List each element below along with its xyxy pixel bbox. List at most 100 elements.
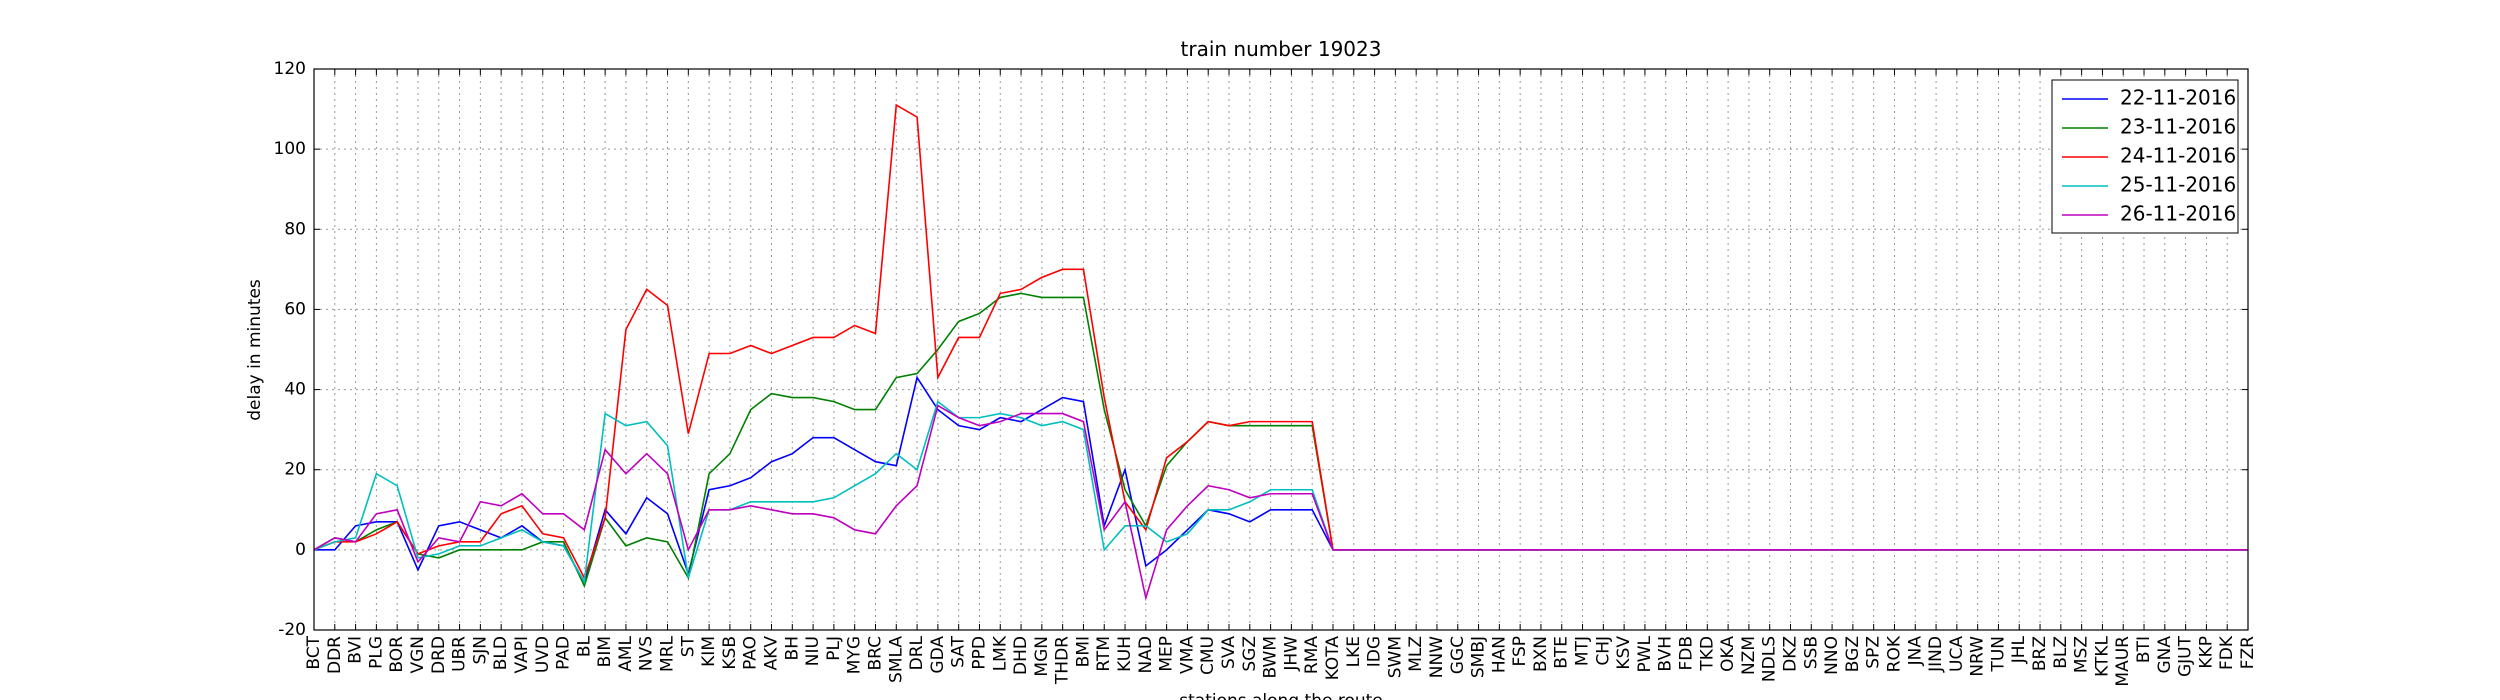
x-tick-label: BLZ <box>2051 636 2071 669</box>
x-tick-label: TKD <box>1697 636 1717 672</box>
x-tick-label: RTM <box>1094 636 1114 672</box>
x-tick-label: VGN <box>408 636 428 674</box>
x-tick-label: KSB <box>720 636 740 670</box>
x-tick-label: FDK <box>2217 635 2237 670</box>
x-tick-label: GGC <box>1448 636 1468 674</box>
x-tick-label: GDA <box>928 636 948 674</box>
x-tick-label: LMK <box>990 635 1010 671</box>
x-axis-label: stations along the route <box>1179 691 1383 700</box>
x-tick-label: NVS <box>637 636 657 671</box>
x-tick-label: DDR <box>325 636 345 674</box>
x-tick-label: GJUT <box>2176 635 2196 677</box>
x-tick-label: DRD <box>429 636 449 674</box>
y-tick-label: -20 <box>278 620 306 640</box>
y-tick-label: 60 <box>284 299 306 319</box>
legend-label: 23-11-2016 <box>2120 115 2236 139</box>
x-tick-label: GNA <box>2155 636 2175 674</box>
y-axis-label: delay in minutes <box>245 279 265 421</box>
legend-label: 26-11-2016 <box>2120 202 2236 226</box>
x-tick-label: DHD <box>1011 636 1031 675</box>
y-tick-label: 120 <box>274 59 306 79</box>
y-tick-label: 0 <box>295 540 306 560</box>
x-tick-label: VAPI <box>512 636 532 673</box>
x-tick-label: SPZ <box>1864 636 1884 669</box>
x-tick-label: AML <box>616 635 636 671</box>
x-tick-label: LKE <box>1344 636 1364 667</box>
chart-title: train number 19023 <box>1181 37 1382 61</box>
x-tick-label: BIM <box>595 636 615 667</box>
x-tick-label: VMA <box>1177 636 1197 674</box>
x-tick-label: IDG <box>1365 636 1385 667</box>
y-tick-label: 80 <box>284 219 306 239</box>
x-tick-label: SGZ <box>1240 636 1260 672</box>
x-tick-label: NNW <box>1427 636 1447 678</box>
x-tick-label: BCT <box>304 635 324 669</box>
x-tick-label: MEP <box>1157 636 1177 672</box>
x-tick-label: BVH <box>1656 636 1676 672</box>
x-tick-label: TUN <box>1988 636 2008 673</box>
x-tick-label: KTKL <box>2092 635 2112 676</box>
x-tick-label: NRW <box>1968 636 1988 677</box>
x-tick-label: JIND <box>1926 636 1946 673</box>
series-line <box>313 292 2248 589</box>
x-tick-label: HAN <box>1489 636 1509 673</box>
x-tick-label: BMI <box>1073 636 1093 667</box>
x-tick-label: MTJ <box>1573 636 1593 666</box>
x-tick-label: MSZ <box>2072 636 2092 673</box>
x-tick-label: UBR <box>450 636 470 672</box>
legend-label: 25-11-2016 <box>2120 173 2236 197</box>
x-tick-label: BLD <box>491 636 511 670</box>
x-tick-label: JHL <box>2009 635 2029 664</box>
x-tick-label: KKP <box>2196 636 2216 669</box>
x-tick-label: CMU <box>1198 636 1218 675</box>
x-tick-label: PPD <box>969 636 989 670</box>
x-tick-label: ST <box>678 635 698 657</box>
x-tick-label: BXN <box>1531 636 1551 672</box>
x-tick-label: BTI <box>2134 636 2154 663</box>
x-tick-label: PAD <box>554 636 574 670</box>
x-tick-label: PLJ <box>824 636 844 661</box>
x-tick-label: BWM <box>1261 636 1281 679</box>
x-tick-label: NNO <box>1822 636 1842 675</box>
plot-frame <box>313 68 2249 631</box>
x-tick-label: SMBJ <box>1469 636 1489 678</box>
x-tick-label: THDR <box>1053 636 1073 685</box>
x-tick-label: AKV <box>762 636 782 671</box>
x-tick-label: BRC <box>865 636 885 671</box>
x-tick-label: FZR <box>2238 636 2258 669</box>
y-tick-label: 20 <box>284 460 306 480</box>
x-tick-label: RMA <box>1302 636 1322 674</box>
legend-label: 22-11-2016 <box>2120 86 2236 110</box>
legend-label: 24-11-2016 <box>2120 144 2236 168</box>
x-tick-label: SVA <box>1219 636 1239 669</box>
x-tick-label: MYG <box>845 636 865 674</box>
x-tick-label: JHW <box>1281 636 1301 672</box>
x-tick-label: MAUR <box>2113 636 2133 687</box>
y-tick-label: 100 <box>274 139 306 159</box>
x-tick-label: MLZ <box>1406 636 1426 672</box>
x-tick-label: NIU <box>803 636 823 666</box>
series-line <box>313 103 2248 580</box>
x-tick-label: KIM <box>699 636 719 667</box>
x-tick-label: DKZ <box>1780 636 1800 672</box>
y-tick-label: 40 <box>284 380 306 400</box>
x-tick-label: MGN <box>1032 636 1052 677</box>
x-tick-label: FDB <box>1677 636 1697 671</box>
x-tick-label: KSV <box>1614 636 1634 670</box>
x-tick-label: BRZ <box>2030 636 2050 671</box>
x-tick-label: PAO <box>741 636 761 670</box>
x-tick-label: BL <box>574 635 594 657</box>
x-tick-label: SJN <box>470 636 490 665</box>
series-line <box>313 404 2248 602</box>
x-tick-label: UVD <box>533 636 553 673</box>
series-line <box>314 375 2248 584</box>
series-line <box>313 400 2248 585</box>
x-tick-label: NDLS <box>1760 636 1780 682</box>
x-tick-label: BH <box>782 636 802 660</box>
x-tick-label: BTE <box>1552 636 1572 669</box>
x-tick-label: BVI <box>346 636 366 664</box>
x-tick-label: NZM <box>1739 636 1759 675</box>
x-tick-label: FSP <box>1510 636 1530 667</box>
x-tick-label: JNA <box>1905 636 1925 667</box>
